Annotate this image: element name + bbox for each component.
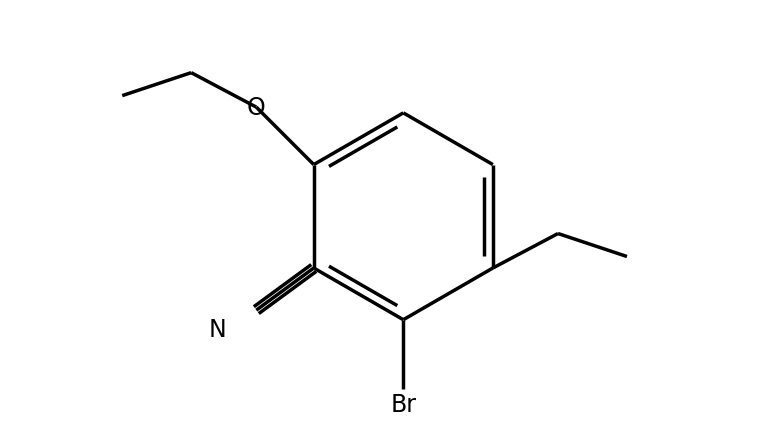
Text: N: N [209, 317, 227, 341]
Text: O: O [247, 96, 265, 120]
Text: Br: Br [390, 393, 416, 417]
